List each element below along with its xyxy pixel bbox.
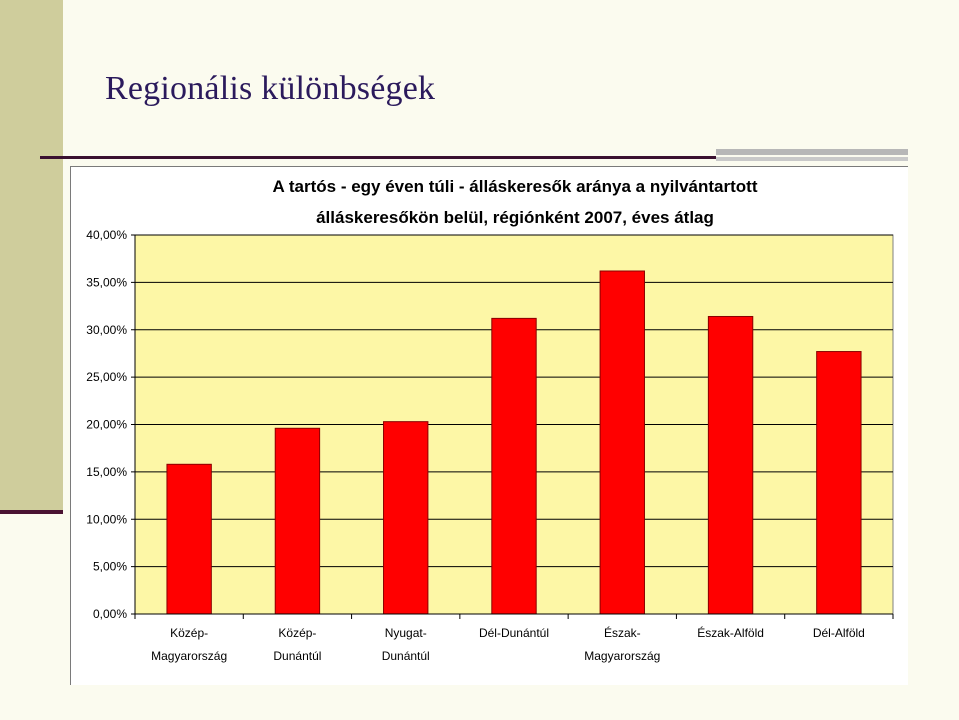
slide-title: Regionális különbségek [105, 70, 436, 107]
x-tick-label: Dél-Alföld [813, 626, 865, 640]
y-tick-label: 15,00% [86, 465, 127, 479]
x-axis: Közép- Magyarország Közép- Dunántúl Nyugat- D… [134, 613, 894, 663]
x-tick-label: Közép- [278, 626, 316, 640]
bar [166, 463, 212, 615]
side-rule [0, 510, 63, 514]
x-tick-label: Dunántúl [382, 649, 430, 663]
x-tick-label: Dunántúl [273, 649, 321, 663]
bar [491, 317, 537, 615]
y-tick-label: 30,00% [86, 323, 127, 337]
title-rule-accent-lower [716, 157, 908, 161]
chart-panel: A tartós - egy éven túli - álláskeresők … [70, 166, 908, 685]
x-tick-label: Észak- [604, 625, 641, 640]
bar [274, 427, 321, 615]
y-tick-label: 35,00% [86, 275, 127, 289]
bars [166, 270, 862, 615]
bar [383, 421, 429, 615]
x-tick-label: Dél-Dunántúl [479, 626, 549, 640]
bar-chart: A tartós - egy éven túli - álláskeresők … [86, 177, 894, 663]
y-tick-label: 10,00% [86, 512, 127, 526]
bar [707, 315, 754, 615]
y-tick-label: 40,00% [86, 228, 127, 242]
bar [599, 270, 645, 615]
x-tick-label: Közép- [170, 626, 208, 640]
chart-title-line2: álláskeresőkön belül, régiónként 2007, é… [316, 208, 714, 227]
title-rule [40, 156, 716, 159]
x-tick-label: Magyarország [151, 649, 227, 663]
chart-title-line1: A tartós - egy éven túli - álláskeresők … [273, 177, 758, 196]
y-tick-label: 20,00% [86, 418, 127, 432]
y-tick-label: 0,00% [93, 607, 127, 621]
y-tick-label: 5,00% [93, 560, 127, 574]
x-tick-label: Magyarország [584, 649, 660, 663]
title-rule-accent [716, 149, 908, 155]
y-axis: 0,00% 5,00% 10,00% 15,00% 20,00% 25,00% 30,00%… [86, 228, 136, 621]
y-tick-label: 25,00% [86, 370, 127, 384]
bar [816, 351, 862, 615]
x-tick-label: Nyugat- [385, 626, 427, 640]
x-tick-label: Észak-Alföld [697, 625, 764, 640]
side-band [0, 0, 63, 510]
